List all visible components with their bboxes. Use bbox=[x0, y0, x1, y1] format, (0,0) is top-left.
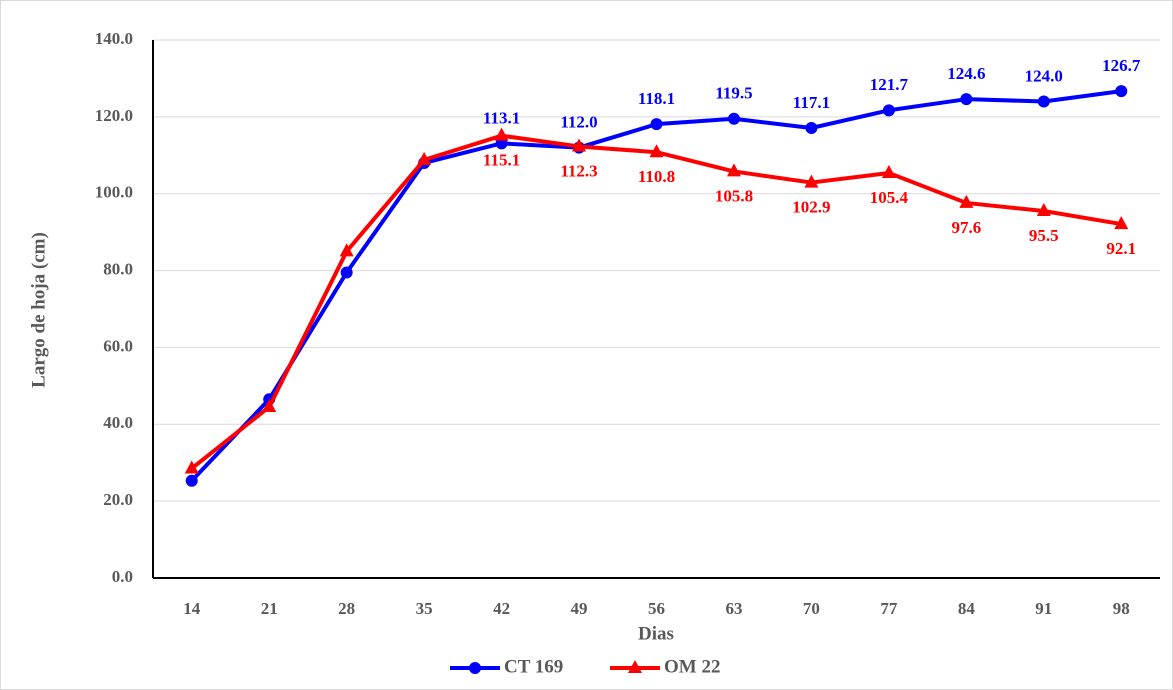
marker bbox=[494, 127, 509, 141]
y-tick-label: 40.0 bbox=[103, 413, 133, 432]
data-label: 113.1 bbox=[483, 108, 520, 127]
data-label: 124.0 bbox=[1025, 66, 1063, 85]
data-label: 121.7 bbox=[870, 75, 909, 94]
marker bbox=[417, 151, 432, 165]
marker bbox=[804, 174, 819, 188]
y-tick-label: 140.0 bbox=[95, 29, 133, 48]
x-tick-label: 35 bbox=[416, 599, 433, 618]
data-label: 126.7 bbox=[1102, 56, 1141, 75]
x-tick-label: 28 bbox=[338, 599, 355, 618]
data-label: 117.1 bbox=[793, 93, 830, 112]
x-tick-label: 84 bbox=[958, 599, 976, 618]
y-axis-title: Largo de hoja (cm) bbox=[28, 232, 49, 388]
y-tick-label: 0.0 bbox=[112, 567, 133, 586]
data-label: 118.1 bbox=[638, 89, 675, 108]
x-tick-label: 91 bbox=[1035, 599, 1052, 618]
data-label: 119.5 bbox=[715, 84, 752, 103]
marker bbox=[262, 398, 277, 412]
marker bbox=[1037, 95, 1050, 108]
data-label: 97.6 bbox=[951, 218, 981, 237]
data-label: 105.4 bbox=[870, 188, 909, 207]
marker bbox=[184, 460, 199, 474]
y-tick-label: 20.0 bbox=[103, 490, 133, 509]
y-tick-label: 60.0 bbox=[103, 336, 133, 355]
marker bbox=[960, 93, 973, 106]
marker bbox=[959, 194, 974, 208]
data-label: 95.5 bbox=[1029, 226, 1059, 245]
marker bbox=[650, 118, 663, 131]
x-tick-label: 63 bbox=[725, 599, 742, 618]
data-label: 112.0 bbox=[560, 113, 597, 132]
marker bbox=[727, 112, 740, 125]
marker bbox=[1115, 85, 1128, 98]
legend-marker bbox=[628, 660, 642, 673]
marker bbox=[185, 474, 198, 487]
x-tick-label: 70 bbox=[803, 599, 820, 618]
marker bbox=[572, 138, 587, 152]
data-label: 110.8 bbox=[638, 167, 675, 186]
x-axis-title: Dias bbox=[638, 623, 674, 644]
x-tick-label: 49 bbox=[571, 599, 588, 618]
x-tick-label: 77 bbox=[880, 599, 898, 618]
y-tick-label: 100.0 bbox=[95, 183, 133, 202]
data-label: 124.6 bbox=[947, 64, 985, 83]
x-tick-label: 14 bbox=[183, 599, 201, 618]
y-tick-label: 80.0 bbox=[103, 259, 133, 278]
marker bbox=[805, 122, 818, 135]
marker bbox=[339, 243, 354, 257]
marker bbox=[1114, 216, 1129, 230]
legend-marker bbox=[469, 662, 481, 674]
x-tick-label: 21 bbox=[261, 599, 278, 618]
marker bbox=[649, 144, 664, 158]
x-tick-label: 42 bbox=[493, 599, 510, 618]
marker bbox=[340, 266, 353, 279]
marker bbox=[726, 163, 741, 177]
y-tick-label: 120.0 bbox=[95, 106, 133, 125]
marker bbox=[1036, 203, 1051, 217]
x-tick-label: 98 bbox=[1113, 599, 1130, 618]
data-label: 102.9 bbox=[792, 197, 830, 216]
data-label: 115.1 bbox=[483, 151, 520, 170]
data-label: 92.1 bbox=[1106, 239, 1136, 258]
data-label: 112.3 bbox=[560, 161, 597, 180]
marker bbox=[881, 164, 896, 178]
x-tick-label: 56 bbox=[648, 599, 665, 618]
legend-label: OM 22 bbox=[664, 656, 720, 677]
data-label: 105.8 bbox=[715, 186, 753, 205]
marker bbox=[882, 104, 895, 117]
legend-label: CT 169 bbox=[504, 656, 563, 677]
